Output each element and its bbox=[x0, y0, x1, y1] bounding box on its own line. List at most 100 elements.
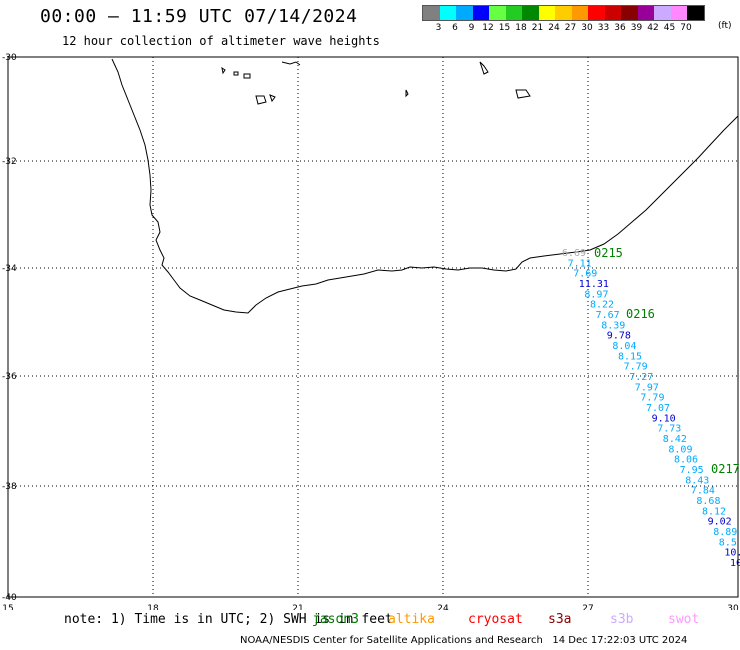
legend-swatch bbox=[637, 6, 654, 20]
longitude-labels: 15 18 21 24 27 30 bbox=[2, 604, 739, 610]
wave-height-label: 9.10 bbox=[652, 413, 676, 424]
track-time-label: 0217 bbox=[711, 462, 740, 476]
wave-height-label: 8.43 bbox=[685, 475, 709, 486]
satellite-label-altika: altika bbox=[388, 612, 435, 627]
wave-height-map: -30 -32 -34 -36 -38 -40 15 18 21 24 27 30 6.697.11… bbox=[2, 53, 740, 610]
wave-height-label: 8.5 bbox=[719, 537, 737, 548]
legend-swatches bbox=[422, 5, 705, 21]
wave-height-label: 8.42 bbox=[663, 434, 687, 445]
legend-swatch bbox=[621, 6, 638, 20]
lat-label: -32 bbox=[2, 157, 17, 167]
latitude-labels: -30 -32 -34 -36 -38 -40 bbox=[2, 53, 17, 603]
wave-height-label: 9.78 bbox=[607, 331, 631, 342]
wave-height-label: 8.06 bbox=[674, 455, 698, 466]
wave-height-label: 8.39 bbox=[601, 320, 625, 331]
wave-height-label: 8.22 bbox=[590, 300, 614, 311]
legend-label: 33 bbox=[597, 23, 610, 33]
graticule bbox=[8, 57, 738, 597]
island bbox=[255, 95, 267, 105]
island bbox=[281, 61, 301, 66]
wave-height-label: 9.02 bbox=[708, 517, 732, 528]
legend-label: 9 bbox=[468, 23, 475, 33]
wave-height-label: 7.84 bbox=[691, 486, 715, 497]
legend-swatch bbox=[571, 6, 588, 20]
legend-swatch bbox=[588, 6, 605, 20]
wave-height-label: 7.95 bbox=[680, 465, 704, 476]
legend-label: 21 bbox=[531, 23, 544, 33]
lon-label: 18 bbox=[147, 604, 159, 610]
legend-label: 15 bbox=[498, 23, 511, 33]
island bbox=[269, 94, 276, 103]
legend-label: 42 bbox=[647, 23, 659, 33]
legend-label: 45 bbox=[663, 23, 676, 33]
wave-height-label: 7.97 bbox=[635, 382, 659, 393]
island bbox=[405, 89, 409, 98]
legend-label: 6 bbox=[452, 23, 458, 33]
wave-height-label: 8.09 bbox=[668, 444, 692, 455]
wave-height-label: 7.11 bbox=[568, 258, 592, 269]
legend-swatch bbox=[687, 6, 704, 20]
wave-height-label: 7.73 bbox=[657, 424, 681, 435]
legend-label: 36 bbox=[614, 23, 626, 33]
coastline bbox=[111, 58, 739, 314]
wave-height-label: 11.31 bbox=[579, 279, 609, 290]
wave-height-label: 8.04 bbox=[612, 341, 636, 352]
satellite-label-s3a: s3a bbox=[548, 612, 572, 627]
island bbox=[515, 89, 531, 99]
wave-height-label: 8.68 bbox=[696, 496, 720, 507]
wave-height-label: 7.27 bbox=[629, 372, 653, 383]
legend-swatch bbox=[654, 6, 671, 20]
footer-note: note: 1) Time is in UTC; 2) SWH is in fe… bbox=[64, 612, 393, 627]
legend-label: 12 bbox=[482, 23, 494, 33]
legend-swatch bbox=[439, 6, 456, 20]
legend-swatch bbox=[505, 6, 522, 20]
wave-height-label: 6.69 bbox=[562, 248, 586, 259]
legend-label: 39 bbox=[630, 23, 643, 33]
legend-label: 3 bbox=[435, 23, 442, 33]
wave-height-label: 10 bbox=[730, 558, 740, 569]
wave-height-label: 8.97 bbox=[584, 289, 608, 300]
islands bbox=[221, 61, 531, 105]
wave-height-label: 7.79 bbox=[624, 362, 648, 373]
satellite-label-jason3: jason3 bbox=[312, 612, 359, 627]
legend-swatch bbox=[538, 6, 555, 20]
track-time-labels: 0215 0216 0217 bbox=[594, 246, 740, 476]
legend-swatch bbox=[423, 6, 440, 20]
satellite-track: 6.697.117.6911.318.978.227.678.399.788.0… bbox=[562, 248, 740, 569]
legend-label: 24 bbox=[548, 23, 560, 33]
map-subtitle: 12 hour collection of altimeter wave hei… bbox=[62, 34, 380, 48]
wave-height-label: 7.07 bbox=[646, 403, 670, 414]
color-legend: 3 6 9 12 15 18 21 24 27 30 33 36 39 42 45 70 (ft) bbox=[422, 5, 732, 33]
wave-height-label: 8.89 bbox=[713, 527, 737, 538]
credit-line: NOAA/NESDIS Center for Satellite Applica… bbox=[240, 635, 688, 646]
wave-height-label: 7.69 bbox=[573, 269, 597, 280]
legend-swatch bbox=[670, 6, 687, 20]
lon-label: 30 bbox=[727, 604, 739, 610]
lat-label: -38 bbox=[2, 482, 17, 492]
legend-swatch bbox=[489, 6, 506, 20]
lon-label: 21 bbox=[292, 604, 303, 610]
wave-height-label: 7.79 bbox=[640, 393, 664, 404]
legend-labels: 3 6 9 12 15 18 21 24 27 30 33 36 39 42 45 70 bbox=[422, 21, 705, 33]
map-frame bbox=[7, 56, 739, 598]
island bbox=[221, 66, 226, 75]
legend-label: 70 bbox=[680, 23, 692, 33]
legend-swatch bbox=[555, 6, 572, 20]
lat-label: -34 bbox=[2, 264, 17, 274]
track-time-label: 0216 bbox=[626, 307, 655, 321]
lon-label: 27 bbox=[582, 604, 593, 610]
legend-unit: (ft) bbox=[718, 21, 732, 31]
island bbox=[233, 71, 239, 76]
legend-label: 18 bbox=[515, 23, 527, 33]
lon-label: 24 bbox=[437, 604, 449, 610]
island bbox=[243, 73, 251, 79]
wave-height-label: 8.15 bbox=[618, 351, 642, 362]
satellite-label-cryosat: cryosat bbox=[468, 612, 523, 627]
lat-label: -30 bbox=[2, 53, 17, 63]
satellite-label-swot: swot bbox=[668, 612, 700, 627]
legend-swatch bbox=[456, 6, 473, 20]
map-title: 00:00 – 11:59 UTC 07/14/2024 bbox=[40, 6, 358, 27]
track-time-label: 0215 bbox=[594, 246, 623, 260]
legend-swatch bbox=[522, 6, 539, 20]
legend-swatch bbox=[604, 6, 621, 20]
